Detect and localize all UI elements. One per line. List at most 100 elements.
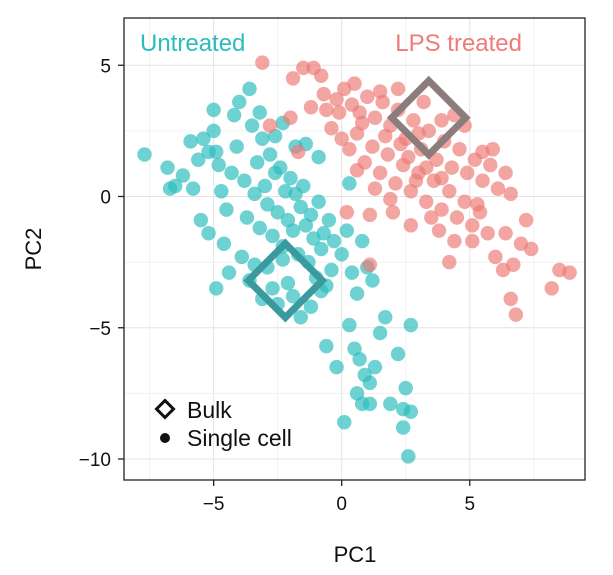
single-cell-point-lps-treated [447, 233, 462, 249]
single-cell-point-untreated [175, 168, 191, 183]
single-cell-point-untreated [160, 160, 175, 175]
single-cell-point-lps-treated [470, 197, 485, 212]
single-cell-point-lps-treated [457, 194, 472, 209]
single-cell-point-untreated [383, 396, 398, 412]
single-cell-point-untreated [352, 352, 367, 367]
single-cell-point-untreated [303, 299, 319, 314]
single-cell-point-untreated [314, 241, 329, 257]
single-cell-point-untreated [337, 415, 352, 430]
single-cell-point-lps-treated [262, 118, 278, 133]
single-cell-point-untreated [283, 170, 298, 186]
single-cell-point-lps-treated [524, 241, 539, 257]
bulk-marker-untreated [243, 238, 328, 323]
bulk-marker-lps-treated [386, 75, 471, 160]
single-cell-point-untreated [311, 194, 326, 209]
single-cell-point-lps-treated [360, 89, 375, 104]
single-cell-point-untreated [229, 139, 244, 154]
single-cell-point-lps-treated [401, 149, 416, 165]
single-cell-point-untreated [329, 359, 344, 375]
x-tick-label: −5 [203, 494, 225, 515]
single-cell-point-untreated [209, 144, 224, 160]
single-cell-point-untreated [211, 157, 226, 173]
legend: Bulk Single cell [154, 397, 292, 451]
single-cell-point-lps-treated [365, 139, 380, 154]
single-cell-point-untreated [234, 249, 250, 265]
single-cell-point-lps-treated [498, 226, 513, 241]
single-cell-point-lps-treated [362, 257, 378, 272]
single-cell-point-untreated [349, 286, 365, 301]
single-cell-point-lps-treated [506, 257, 521, 272]
single-cell-point-lps-treated [408, 173, 424, 188]
single-cell-point-lps-treated [544, 281, 559, 296]
single-cell-point-untreated [191, 152, 206, 167]
single-cell-point-lps-treated [508, 307, 524, 322]
single-cell-point-untreated [316, 226, 331, 241]
single-cell-point-untreated [321, 212, 337, 228]
single-cell-point-lps-treated [362, 207, 378, 223]
single-cell-point-untreated [319, 338, 334, 354]
single-cell-point-lps-treated [403, 218, 419, 233]
single-cell-point-lps-treated [331, 105, 347, 120]
y-tick-label: 5 [100, 56, 111, 77]
single-cell-point-lps-treated [552, 262, 567, 278]
single-cell-point-untreated [257, 178, 273, 194]
single-cell-point-lps-treated [449, 210, 465, 225]
single-cell-point-untreated [183, 134, 198, 149]
single-cell-point-lps-treated [480, 226, 495, 241]
single-cell-point-untreated [196, 131, 211, 146]
single-cell-point-untreated [239, 210, 255, 225]
axis-ticks: −5 0 5 5 0 −5 −10 [79, 56, 475, 515]
single-cell-point-lps-treated [518, 212, 534, 228]
x-axis-title: PC1 [334, 542, 377, 567]
single-cell-point-untreated [221, 265, 237, 280]
single-cell-point-lps-treated [324, 121, 339, 136]
single-cell-points [137, 55, 577, 464]
single-cell-point-untreated [206, 123, 221, 139]
single-cell-point-untreated [216, 236, 232, 251]
single-cell-point-lps-treated [367, 181, 383, 196]
single-cell-point-lps-treated [419, 160, 434, 175]
y-axis-title: PC2 [21, 228, 46, 271]
single-cell-point-lps-treated [488, 249, 503, 265]
single-cell-point-lps-treated [419, 194, 434, 209]
single-cell-point-lps-treated [498, 165, 513, 181]
single-cell-point-untreated [237, 173, 252, 188]
single-cell-point-lps-treated [459, 165, 475, 181]
single-cell-point-lps-treated [383, 191, 398, 207]
single-cell-point-lps-treated [372, 84, 388, 99]
single-cell-point-untreated [285, 289, 301, 304]
single-cell-point-untreated [244, 118, 260, 133]
single-cell-point-untreated [285, 223, 301, 238]
single-cell-point-untreated [247, 186, 262, 202]
single-cell-point-untreated [339, 223, 355, 238]
single-cell-point-untreated [265, 281, 280, 296]
single-cell-point-untreated [232, 94, 247, 110]
single-cell-point-untreated [378, 310, 393, 325]
bulk-markers [243, 75, 471, 323]
single-cell-point-untreated [367, 359, 383, 375]
single-cell-point-lps-treated [296, 60, 311, 76]
single-cell-point-lps-treated [329, 92, 344, 107]
single-cell-point-untreated [403, 404, 419, 419]
single-cell-point-lps-treated [319, 102, 334, 118]
single-cell-point-lps-treated [485, 142, 500, 157]
single-cell-point-untreated [365, 273, 380, 288]
single-cell-point-untreated [354, 233, 370, 249]
legend-single-cell-dot-icon [160, 433, 170, 443]
single-cell-point-untreated [372, 325, 388, 341]
single-cell-point-lps-treated [483, 157, 498, 173]
single-cell-point-untreated [162, 181, 178, 196]
single-cell-point-lps-treated [372, 165, 388, 181]
single-cell-point-untreated [311, 149, 326, 165]
single-cell-point-lps-treated [385, 205, 401, 220]
single-cell-point-lps-treated [416, 94, 431, 110]
single-cell-point-lps-treated [452, 142, 467, 157]
single-cell-point-lps-treated [490, 181, 506, 196]
single-cell-point-untreated [193, 212, 209, 228]
single-cell-point-untreated [326, 233, 342, 249]
single-cell-point-untreated [255, 131, 270, 146]
single-cell-point-lps-treated [503, 291, 518, 307]
single-cell-point-lps-treated [434, 113, 449, 128]
legend-label-single-cell: Single cell [187, 425, 292, 451]
